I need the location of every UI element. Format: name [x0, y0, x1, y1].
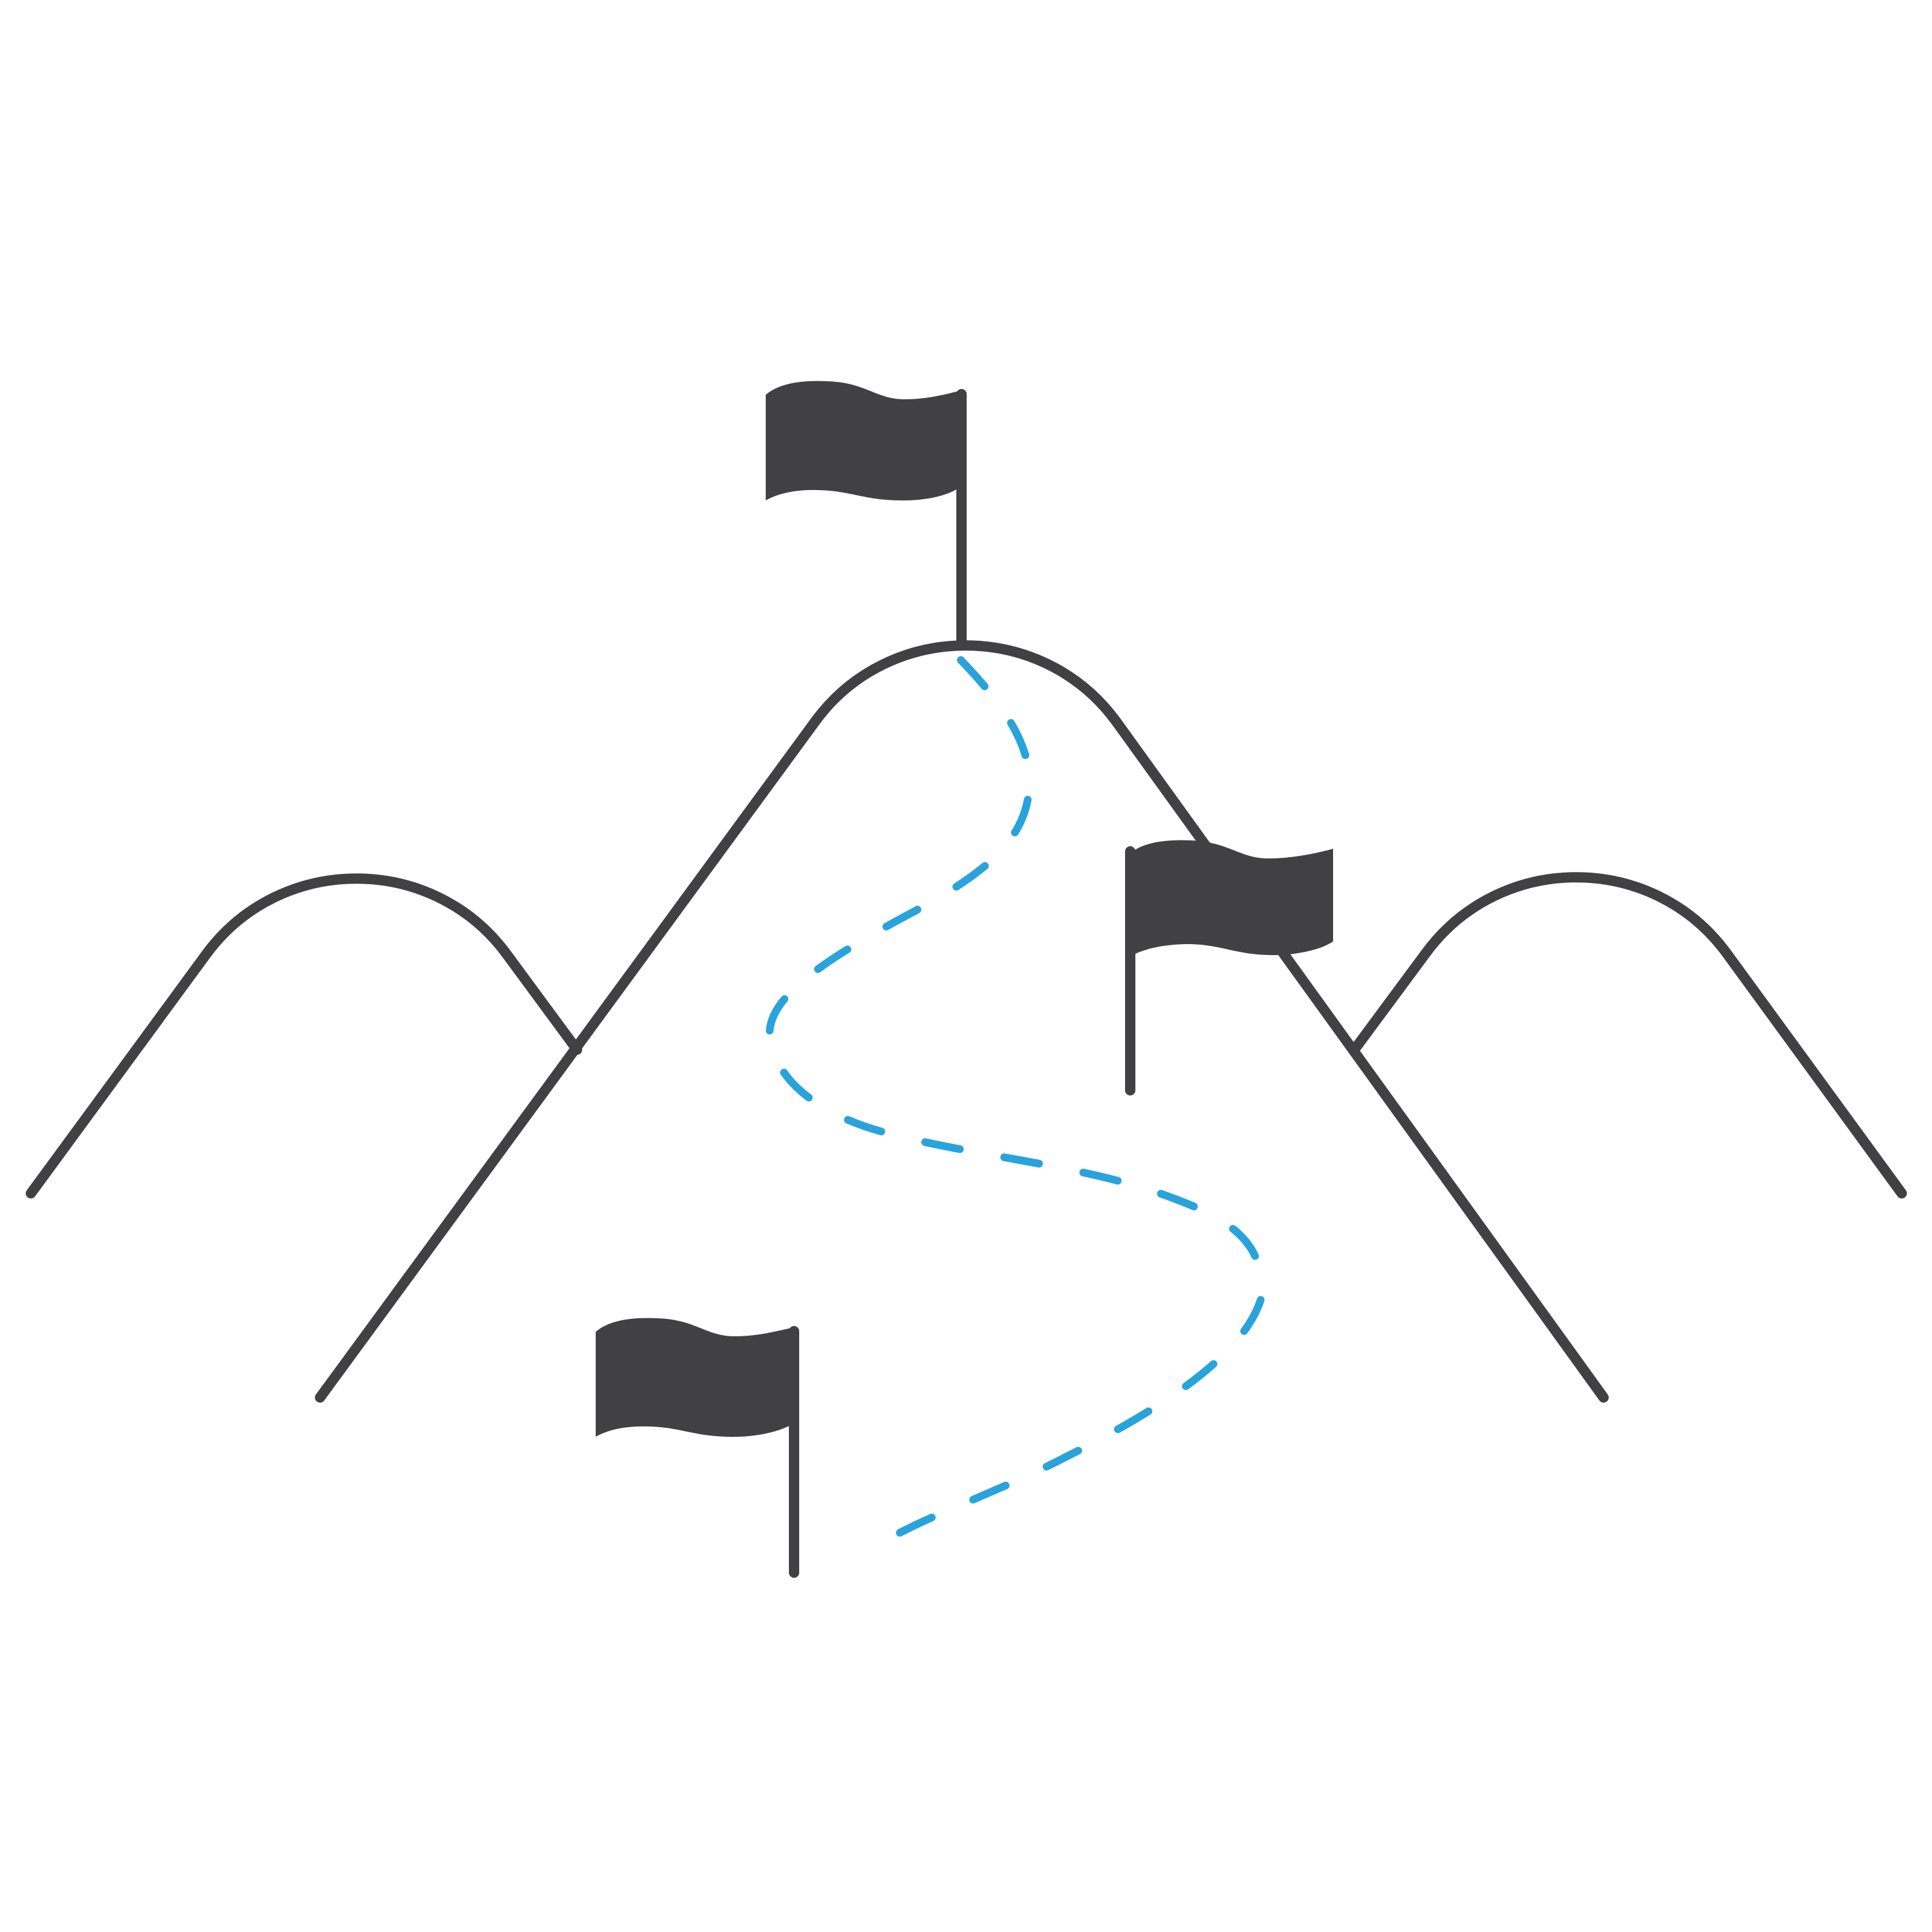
- base-flag-icon: [596, 1318, 799, 1578]
- trail-path-icon: [766, 656, 1266, 1555]
- right-mountain-icon: [1349, 872, 1907, 1198]
- left-mountain-icon: [26, 873, 582, 1198]
- summit-flag-icon: [766, 381, 967, 649]
- base-flag-cloth: [596, 1318, 794, 1437]
- summit-flag-cloth: [766, 381, 961, 501]
- central-mountain-icon: [315, 640, 1609, 1403]
- middle-flag-icon: [1125, 840, 1333, 1095]
- middle-flag-cloth: [1130, 840, 1333, 956]
